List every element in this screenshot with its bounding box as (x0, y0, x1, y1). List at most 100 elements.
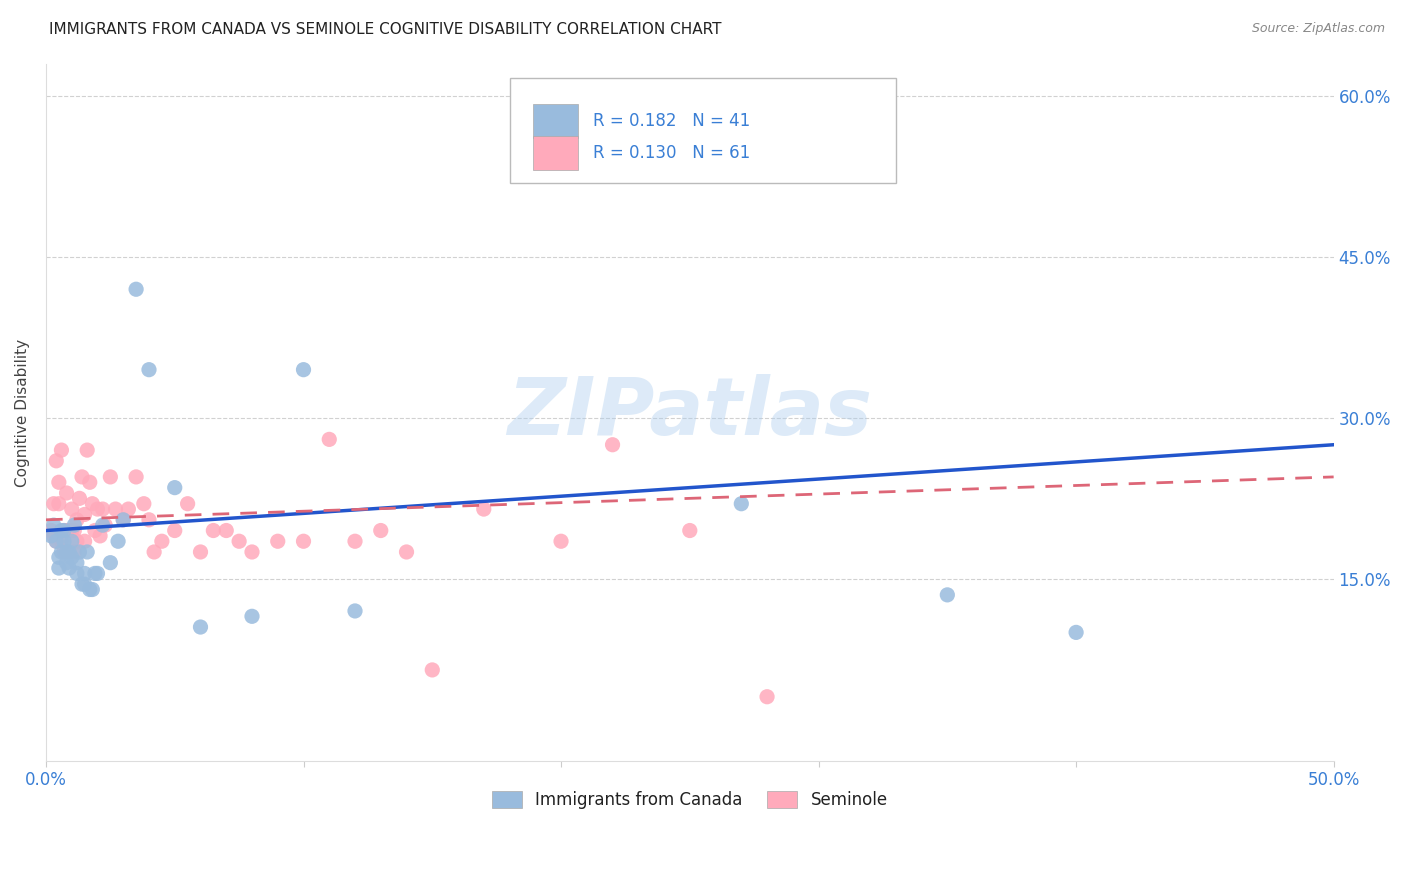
Text: IMMIGRANTS FROM CANADA VS SEMINOLE COGNITIVE DISABILITY CORRELATION CHART: IMMIGRANTS FROM CANADA VS SEMINOLE COGNI… (49, 22, 721, 37)
Point (936, 588, 959, 602)
Point (602, 438, 624, 452)
Point (98, 556, 121, 570)
Point (730, 497, 752, 511)
Point (60, 524, 83, 538)
Point (79, 582, 101, 597)
Point (104, 502, 127, 516)
Point (98, 470, 121, 484)
Bar (533, 104, 578, 138)
Point (70, 470, 93, 484)
Point (1064, 625, 1087, 640)
Point (125, 282, 148, 296)
Point (143, 545, 166, 559)
Point (73, 508, 96, 522)
Point (55, 545, 77, 559)
Point (73, 577, 96, 591)
Point (420, 663, 443, 677)
Point (343, 534, 366, 549)
Point (86, 566, 108, 581)
Point (51, 545, 73, 559)
Point (138, 362, 160, 376)
Point (117, 502, 139, 516)
Point (55, 524, 77, 538)
Point (112, 513, 135, 527)
Point (63, 524, 86, 538)
Point (91, 518, 114, 533)
Point (343, 604, 366, 618)
Point (66, 534, 89, 549)
Text: R = 0.182   N = 41: R = 0.182 N = 41 (593, 112, 751, 130)
Point (42, 518, 65, 533)
Point (163, 481, 186, 495)
Point (69, 491, 91, 506)
Point (94, 518, 117, 533)
Point (53, 524, 76, 538)
Point (48, 475, 70, 490)
Point (107, 534, 129, 549)
Bar (533, 136, 578, 169)
Point (472, 502, 495, 516)
Point (267, 534, 290, 549)
Point (39, 529, 62, 543)
Y-axis label: Cognitive Disability: Cognitive Disability (15, 338, 30, 487)
Point (58, 545, 80, 559)
Point (73, 566, 96, 581)
Point (83, 566, 105, 581)
Point (45, 534, 67, 549)
Legend: Immigrants from Canada, Seminole: Immigrants from Canada, Seminole (485, 784, 894, 815)
Point (73, 534, 96, 549)
Point (215, 524, 238, 538)
Point (66, 513, 89, 527)
Point (91, 502, 114, 516)
Point (42, 529, 65, 543)
Point (58, 524, 80, 538)
Point (86, 502, 108, 516)
Point (163, 524, 186, 538)
Point (45, 534, 67, 549)
Point (48, 550, 70, 565)
Point (55, 556, 77, 570)
Point (51, 534, 73, 549)
Point (66, 556, 89, 570)
FancyBboxPatch shape (509, 78, 896, 183)
Point (70, 577, 93, 591)
Point (190, 545, 212, 559)
Point (395, 545, 418, 559)
Point (292, 534, 315, 549)
Point (240, 609, 263, 624)
Point (48, 561, 70, 575)
Point (60, 534, 83, 549)
Point (58, 545, 80, 559)
Point (69, 545, 91, 559)
Point (82, 497, 104, 511)
Point (112, 513, 135, 527)
Point (45, 454, 67, 468)
Point (63, 545, 86, 559)
Point (53, 524, 76, 538)
Point (39, 524, 62, 538)
Point (60, 550, 83, 565)
Point (83, 524, 105, 538)
Point (138, 513, 160, 527)
Point (53, 534, 76, 549)
Point (292, 362, 315, 376)
Text: Source: ZipAtlas.com: Source: ZipAtlas.com (1251, 22, 1385, 36)
Point (82, 582, 104, 597)
Text: ZIPatlas: ZIPatlas (508, 374, 872, 451)
Point (58, 561, 80, 575)
Point (150, 534, 173, 549)
Point (76, 545, 98, 559)
Point (89, 529, 111, 543)
Point (76, 443, 98, 458)
Point (66, 566, 89, 581)
Point (228, 534, 250, 549)
Point (240, 545, 263, 559)
Point (79, 475, 101, 490)
Point (756, 690, 779, 704)
Point (679, 524, 702, 538)
Point (550, 534, 572, 549)
Point (190, 620, 212, 634)
Point (202, 524, 225, 538)
Text: R = 0.130   N = 61: R = 0.130 N = 61 (593, 144, 751, 162)
Point (176, 497, 198, 511)
